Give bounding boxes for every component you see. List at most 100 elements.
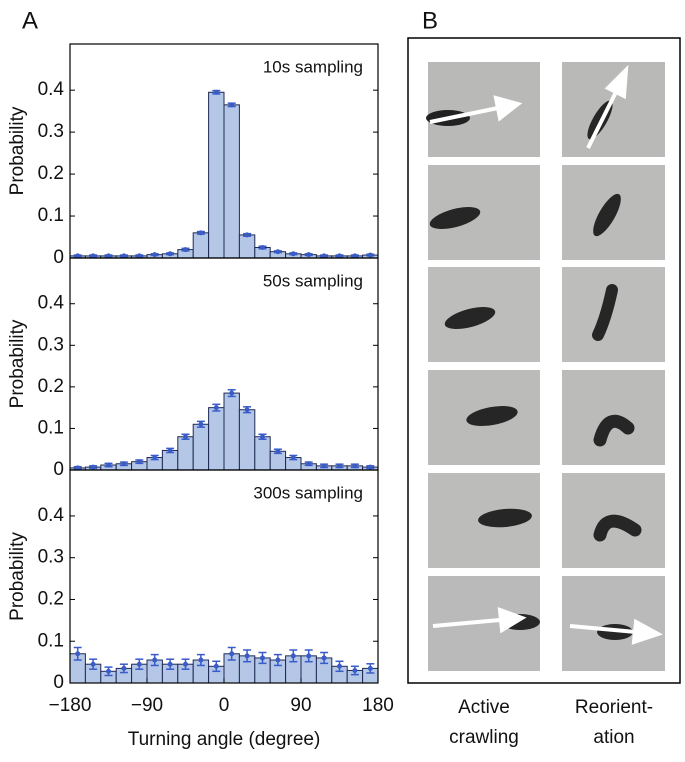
- error-bar: [181, 433, 190, 440]
- x-tick-label: 0: [219, 695, 230, 716]
- mean-dot: [136, 459, 142, 465]
- x-tick-label: −90: [131, 695, 163, 716]
- mean-dot: [136, 253, 142, 259]
- mean-dot: [136, 661, 142, 667]
- mean-dot: [244, 653, 250, 659]
- mean-dot: [106, 253, 111, 259]
- mean-dot: [90, 253, 96, 259]
- mean-dot: [229, 102, 235, 108]
- mean-dot: [275, 448, 281, 454]
- mean-dot: [106, 462, 111, 468]
- error-bar: [289, 454, 298, 461]
- error-bar: [320, 463, 329, 469]
- mean-dot: [167, 661, 173, 667]
- y-tick-label: 0: [53, 459, 64, 480]
- bar: [223, 392, 240, 471]
- error-bar: [212, 660, 221, 673]
- error-bar: [181, 247, 190, 253]
- mean-dot: [183, 661, 188, 667]
- error-bar: [289, 251, 298, 257]
- bar: [238, 409, 256, 471]
- axes-box: [69, 469, 379, 684]
- error-bar: [320, 651, 329, 665]
- error-bar: [258, 433, 267, 440]
- annotation: 300s sampling: [253, 483, 363, 502]
- mean-dot: [367, 252, 373, 258]
- mean-dot: [337, 253, 342, 259]
- error-bar: [304, 649, 313, 663]
- mean-dot: [275, 657, 281, 663]
- error-bar: [243, 406, 252, 414]
- mean-dot: [198, 421, 204, 427]
- mean-dot: [275, 249, 281, 255]
- y-tick-label: 0.1: [38, 630, 64, 651]
- bar: [192, 232, 210, 259]
- error-bar: [304, 252, 313, 258]
- error-bar: [181, 658, 190, 670]
- mean-dot: [121, 461, 127, 467]
- bar: [177, 436, 194, 471]
- annotation: 10s sampling: [263, 57, 363, 76]
- error-bar: [366, 252, 375, 258]
- y-axis-label: Probability: [7, 532, 28, 621]
- error-bar: [73, 465, 82, 471]
- mean-dot: [198, 230, 204, 236]
- error-bar: [227, 389, 236, 398]
- error-bar: [366, 464, 375, 470]
- x-axis-label: Turning angle (degree): [128, 729, 321, 750]
- image-grid: [426, 62, 665, 671]
- error-bar: [243, 232, 252, 238]
- error-bar: [166, 251, 175, 257]
- mean-dot: [229, 390, 235, 396]
- error-bar: [273, 249, 282, 255]
- error-bar: [196, 653, 205, 667]
- annotation: 50s sampling: [263, 271, 363, 290]
- mean-dot: [198, 657, 204, 663]
- mean-dot: [260, 245, 265, 251]
- mean-dot: [152, 455, 158, 461]
- error-bar: [119, 253, 128, 259]
- y-tick-label: 0: [53, 247, 64, 268]
- mean-dot: [183, 247, 188, 253]
- error-bar: [350, 463, 359, 469]
- mean-dot: [152, 657, 158, 663]
- x-tick-label: −180: [49, 695, 92, 716]
- mean-dot: [244, 407, 250, 413]
- error-bar: [273, 653, 282, 667]
- y-tick-label: 0.2: [38, 376, 64, 397]
- error-bar: [350, 253, 359, 259]
- error-bar: [289, 649, 298, 663]
- error-bar: [150, 653, 159, 667]
- column-label: ation: [593, 727, 634, 748]
- bar: [223, 104, 240, 259]
- mean-dot: [306, 252, 312, 258]
- error-bar: [212, 89, 221, 95]
- bar: [254, 436, 271, 471]
- y-tick-label: 0: [53, 672, 64, 693]
- x-tick-label: 180: [362, 695, 394, 716]
- mean-dot: [213, 405, 219, 411]
- error-bar: [150, 252, 159, 258]
- error-bar: [273, 448, 282, 455]
- mean-dot: [352, 463, 358, 469]
- mean-dot: [290, 455, 296, 461]
- error-bar: [304, 461, 313, 467]
- error-bar: [166, 447, 175, 454]
- column-label: crawling: [449, 727, 519, 748]
- x-tick-label: 90: [290, 695, 311, 716]
- mean-dot: [337, 463, 342, 469]
- error-bar: [350, 665, 359, 676]
- mean-dot: [260, 434, 265, 440]
- error-bar: [335, 253, 344, 259]
- error-bar: [119, 461, 128, 467]
- y-axis-label: Probability: [7, 319, 28, 408]
- mean-dot: [290, 251, 296, 257]
- mean-dot: [90, 661, 96, 667]
- bar: [238, 234, 256, 259]
- error-bar: [135, 658, 144, 670]
- y-tick-label: 0.1: [38, 205, 64, 226]
- mean-dot: [352, 667, 358, 673]
- mean-dot: [167, 447, 173, 453]
- y-tick-label: 0.3: [38, 547, 64, 568]
- column-label: Reorient-: [575, 697, 653, 718]
